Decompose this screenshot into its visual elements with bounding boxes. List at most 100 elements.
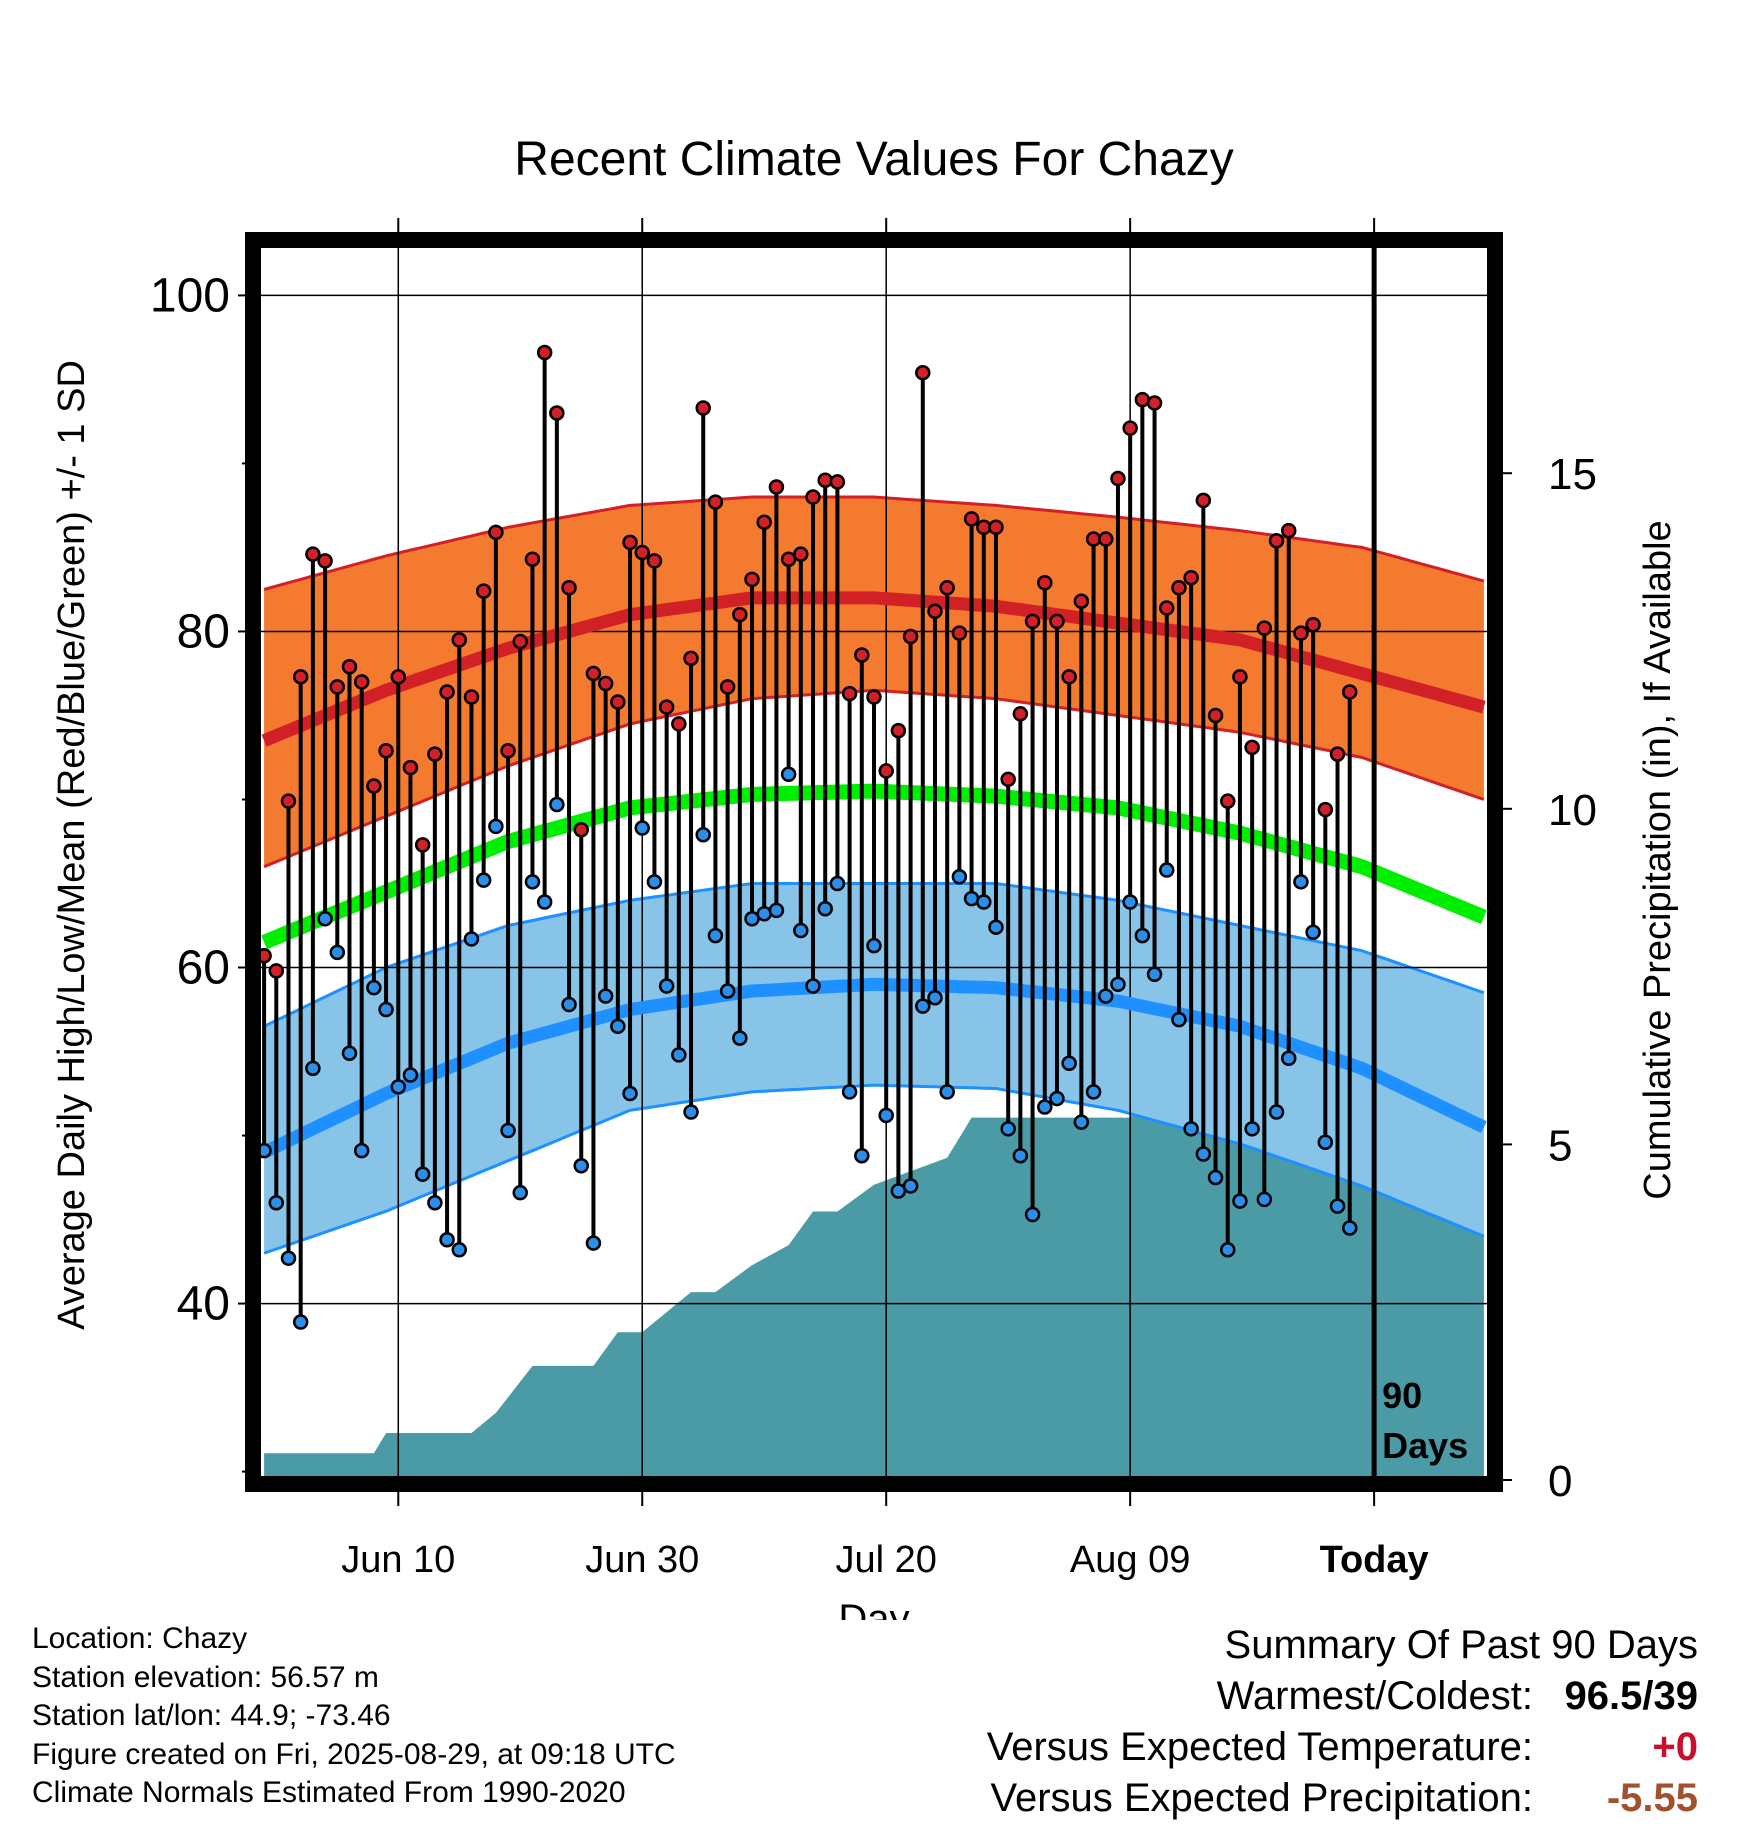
daily-high-point [866,689,882,705]
x-axis-label: Day [838,1597,909,1620]
y-tick-label-left: 100 [150,269,230,322]
daily-low-point [427,1195,443,1211]
daily-high-point [744,571,760,588]
daily-high-point [366,778,382,794]
daily-high-point [854,647,870,663]
daily-high-point [378,743,394,759]
temp-anomaly-label: Versus Expected Temperature: [986,1725,1533,1769]
daily-low-point [902,1178,919,1194]
daily-low-point [329,944,346,961]
daily-low-point [1232,1193,1248,1209]
low-sd-band-lower-edge [263,1083,1485,1255]
daily-low-point [622,1085,638,1102]
daily-low-point [341,1045,358,1061]
precip-anomaly-value: -5.55 [1606,1776,1698,1820]
daily-high-point [451,632,468,648]
daily-high-point [1244,739,1260,756]
daily-low-point [829,875,846,892]
daily-high-point [268,963,285,979]
daily-low-point [683,1104,699,1120]
daily-high-point [317,553,333,569]
daily-high-point [719,679,736,695]
daily-low-point [366,979,382,996]
daily-low-point [610,1018,626,1035]
daily-high-point [439,684,455,700]
daily-high-point [817,472,833,488]
daily-low-point [317,911,333,927]
daily-high-point [1195,492,1212,509]
warmest-value: 96.5 [1564,1674,1643,1718]
daily-low-point [475,872,492,888]
daily-high-point [1232,669,1248,685]
daily-low-point [915,998,931,1014]
daily-low-point [780,766,797,783]
daily-high-point [1256,620,1273,636]
daily-low-point [512,1184,529,1201]
created-text: Figure created on Fri, 2025-08-29, at 09… [32,1737,676,1771]
daily-low-point [1293,874,1309,890]
daily-low-point [1122,894,1138,910]
daily-high-point [1159,600,1175,616]
daily-high-point [475,583,492,599]
daily-high-point [1061,669,1077,685]
daily-high-point [1122,420,1138,436]
daily-low-point [1012,1147,1029,1164]
latlon-text: Station lat/lon: 44.9; -73.46 [32,1699,391,1732]
station-info: Location: Chazy Station elevation: 56.57… [32,1620,676,1813]
daily-low-point [573,1158,589,1174]
daily-low-point [927,990,943,1006]
daily-high-point [829,474,846,490]
daily-high-point [488,524,504,541]
daily-high-point [988,519,1004,536]
daily-low-point [1280,1050,1297,1067]
daily-low-point [707,927,724,944]
daily-low-point [1219,1242,1236,1258]
daily-low-point [280,1250,297,1266]
daily-high-point [939,580,955,596]
low-normal-line [261,977,1487,1159]
daily-high-point [1219,793,1236,809]
daily-high-point [1207,707,1224,724]
daily-high-point [683,650,699,667]
daily-low-point [292,1314,309,1330]
daily-low-point [1098,988,1114,1004]
daily-high-point [1329,746,1346,762]
daily-low-point [1305,924,1321,940]
daily-low-point [1329,1198,1346,1214]
daily-high-point [1146,395,1163,411]
daily-low-point [1256,1191,1273,1208]
x-tick-label: Jun 30 [585,1539,699,1581]
y-axis-label-right: Cumulative Precipitation (in), If Availa… [1637,520,1679,1199]
daily-low-point [305,1060,321,1077]
precip-anomaly-label: Versus Expected Precipitation: [990,1776,1533,1820]
daily-low-point [1244,1121,1260,1137]
daily-low-point [854,1147,870,1164]
daily-high-point [1171,580,1187,596]
warm-cold-row: Warmest/Coldest: 96.5/39 [798,1671,1698,1722]
x-tick-label: Jul 20 [835,1539,936,1581]
daily-high-point [353,674,370,690]
daily-low-point [451,1242,468,1258]
daily-high-point [1280,522,1297,539]
y-tick-label-right: 10 [1548,786,1597,835]
daily-high-point [402,759,419,776]
daily-low-point [1207,1169,1224,1186]
daily-high-point [951,625,968,641]
daily-low-point [1268,1104,1285,1120]
daily-low-point [1037,1099,1053,1115]
daily-low-point [1110,976,1126,993]
daily-high-point [280,793,297,809]
daily-high-point [707,494,724,510]
daily-low-point [378,1001,394,1018]
daily-low-point [719,983,736,999]
y-tick-label-right: 15 [1548,450,1597,499]
daily-low-point [390,1079,407,1095]
daily-low-point [439,1231,455,1248]
daily-low-point [488,818,504,835]
daily-low-point [1171,1011,1187,1028]
daily-high-point [561,580,577,596]
coldest-value: /39 [1642,1674,1698,1718]
daily-high-point [390,669,407,685]
daily-low-point [646,874,663,890]
daily-high-point [732,606,748,623]
